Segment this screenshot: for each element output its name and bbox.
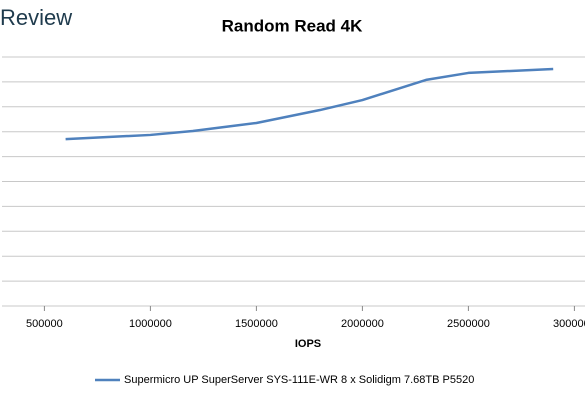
x-tick-label: 2500000 (447, 318, 490, 330)
x-axis-label: IOPS (295, 338, 321, 350)
x-tick-label: 1500000 (235, 318, 278, 330)
watermark: Review (0, 5, 72, 30)
x-tick-label: 1000000 (129, 318, 172, 330)
legend-label: Supermicro UP SuperServer SYS-111E-WR 8 … (124, 374, 474, 386)
x-tick-label: 500000 (26, 318, 63, 330)
x-tick-label: 3000000 (553, 318, 585, 330)
chart-title: Random Read 4K (222, 16, 363, 35)
x-tick-label: 2000000 (341, 318, 384, 330)
series-line (65, 67, 554, 141)
